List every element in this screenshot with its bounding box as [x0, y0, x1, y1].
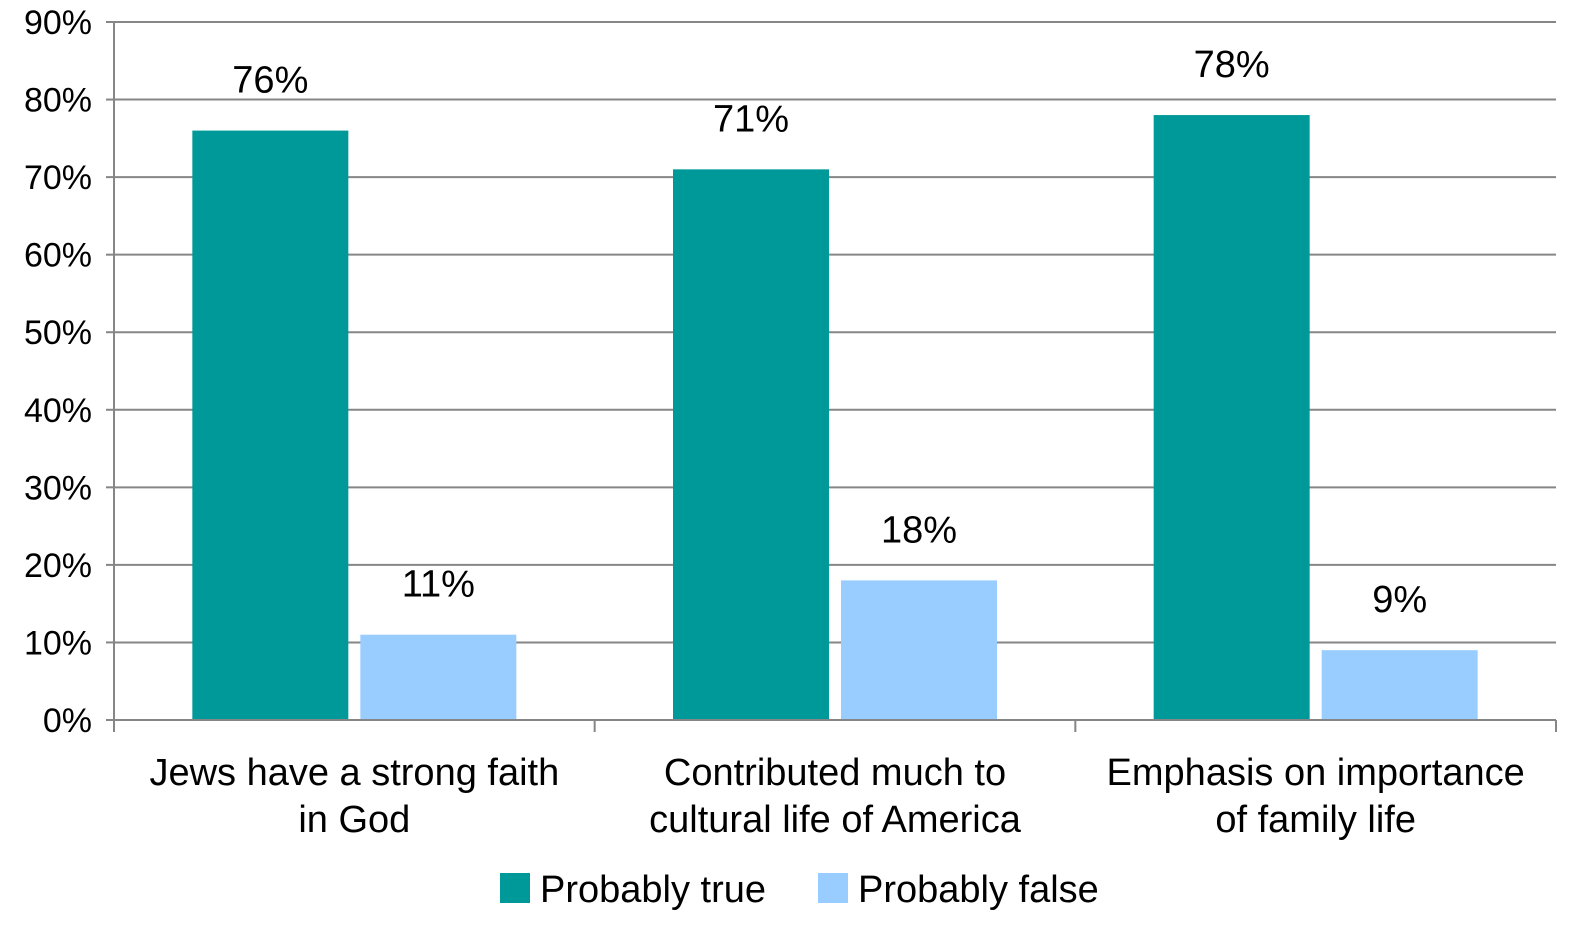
y-tick-label: 60%: [24, 237, 92, 275]
bar: [673, 169, 829, 720]
y-tick-label: 40%: [24, 392, 92, 430]
y-tick-label: 80%: [24, 82, 92, 120]
y-tick-label: 0%: [43, 702, 92, 740]
data-label: 71%: [713, 98, 789, 140]
y-tick-label: 90%: [24, 4, 92, 42]
legend-label: Probably false: [858, 869, 1099, 911]
y-tick-label: 20%: [24, 547, 92, 585]
legend-swatch: [500, 873, 530, 903]
axes: [106, 21, 1557, 732]
bar: [360, 634, 517, 720]
category-label: in God: [298, 799, 410, 841]
data-label: 11%: [402, 564, 475, 606]
bar: [1321, 650, 1478, 720]
data-label: 18%: [881, 509, 957, 551]
y-tick-label: 10%: [24, 624, 92, 662]
category-label: Jews have a strong faith: [149, 752, 559, 794]
data-label: 76%: [232, 60, 308, 102]
category-label: cultural life of America: [649, 799, 1022, 841]
bars: [192, 115, 1478, 721]
legend-swatch: [818, 873, 848, 903]
data-label: 9%: [1372, 579, 1427, 621]
data-label: 78%: [1194, 44, 1270, 86]
category-label: of family life: [1215, 799, 1416, 841]
legend: Probably true Probably false: [500, 869, 1099, 911]
bar: [1153, 115, 1310, 721]
labels: 0% 10% 20% 30% 40% 50% 60% 70% 80% 90% 76% 11% Jews …: [24, 4, 1525, 841]
category-label: Emphasis on importance: [1107, 752, 1525, 794]
bar: [192, 130, 349, 721]
y-tick-label: 50%: [24, 314, 92, 352]
legend-label: Probably true: [540, 869, 766, 911]
y-tick-label: 30%: [24, 469, 92, 507]
gridlines: [114, 21, 1556, 644]
category-label: Contributed much to: [664, 752, 1006, 794]
y-tick-label: 70%: [24, 159, 92, 197]
bar: [841, 580, 997, 720]
